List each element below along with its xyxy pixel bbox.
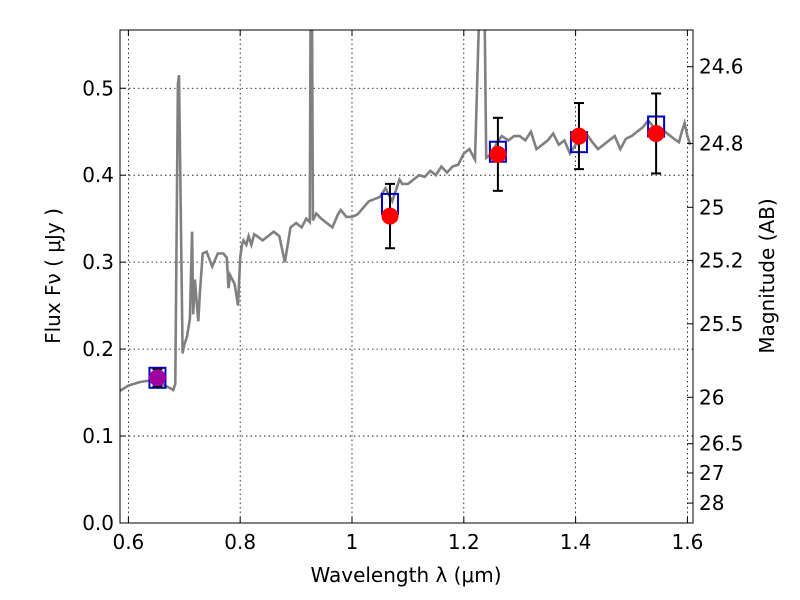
observed-point — [148, 369, 166, 387]
y-tick-label: 0.5 — [82, 76, 114, 100]
observed-point — [489, 145, 507, 163]
observed-point — [647, 124, 665, 142]
x-tick-label: 0.8 — [224, 530, 256, 554]
magnitude-tick-label: 26 — [699, 385, 724, 409]
spectrum-line — [120, 30, 692, 392]
observed-point — [381, 207, 399, 225]
magnitude-tick-label: 25.5 — [699, 312, 744, 336]
x-ticks: 0.6 0.8 1 1.2 1.4 1.6 — [112, 30, 703, 554]
y-tick-label: 0.2 — [82, 337, 114, 361]
observed-point — [570, 127, 588, 145]
y-tick-label: 0.0 — [82, 511, 114, 535]
y-axis-label: Flux Fν ( μJy ) — [41, 208, 65, 344]
magnitude-tick-label: 28 — [699, 491, 724, 515]
plot-frame — [119, 29, 694, 524]
magnitude-tick-label: 27 — [699, 461, 724, 485]
y-tick-label: 0.3 — [82, 250, 114, 274]
observed-points — [148, 124, 665, 387]
x-tick-label: 1.4 — [560, 530, 592, 554]
y-tick-label: 0.1 — [82, 424, 114, 448]
magnitude-tick-label: 26.5 — [699, 432, 744, 456]
plot-area — [120, 30, 692, 392]
y-ticks: 0.0 0.1 0.2 0.3 0.4 0.5 — [82, 76, 126, 535]
x-tick-label: 0.6 — [112, 530, 144, 554]
x-tick-label: 1.2 — [448, 530, 480, 554]
magnitude-tick-label: 24.8 — [699, 131, 744, 155]
magnitude-tick-label: 24.6 — [699, 55, 744, 79]
magnitude-tick-label: 25.2 — [699, 248, 744, 272]
magnitude-tick-label: 25 — [699, 195, 724, 219]
y-tick-label: 0.4 — [82, 163, 114, 187]
x-tick-label: 1.6 — [672, 530, 704, 554]
x-tick-label: 1 — [346, 530, 359, 554]
magnitude-axis-label: Magnitude (AB) — [755, 198, 779, 353]
magnitude-ticks: 24.6 24.8 25 25.2 25.5 26 26.5 27 28 — [687, 55, 744, 515]
model-squares — [148, 115, 666, 389]
grid-layer — [120, 30, 693, 524]
x-axis-label: Wavelength λ (μm) — [310, 563, 501, 587]
